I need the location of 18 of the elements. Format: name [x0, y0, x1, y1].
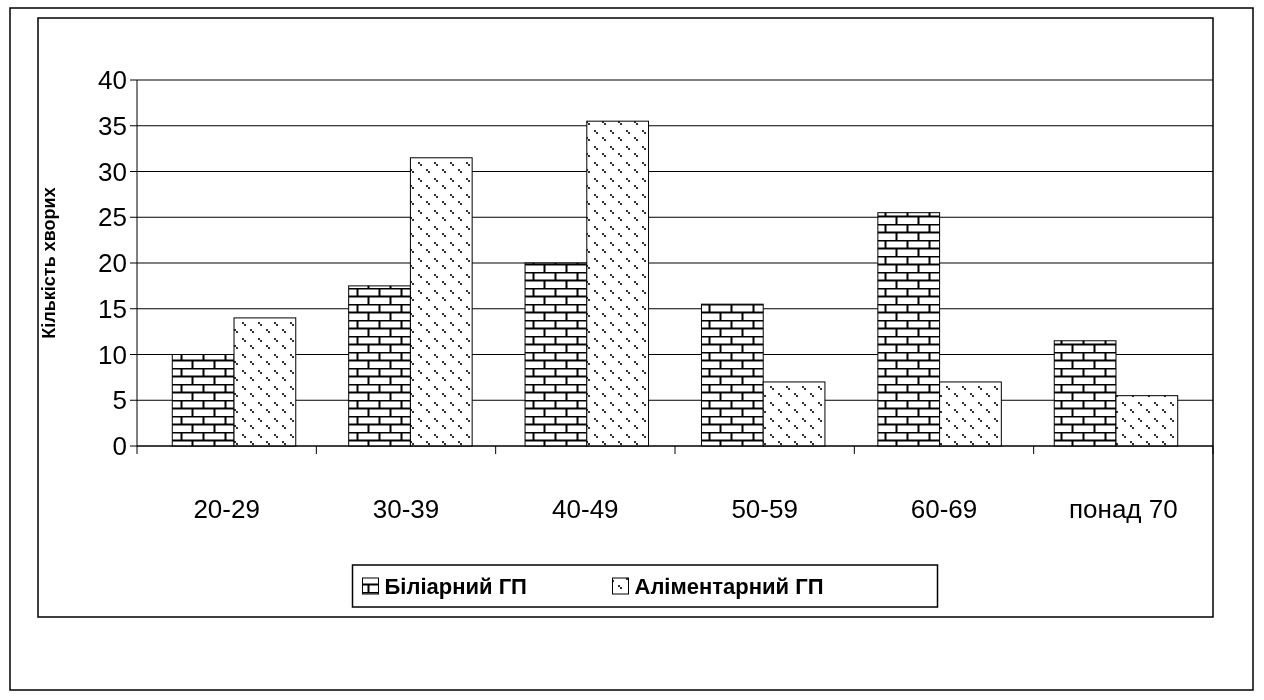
y-tick-label: 30	[98, 156, 127, 187]
x-tick-label: 20-29	[193, 494, 260, 524]
y-tick-label: 0	[112, 431, 127, 462]
legend-label: Аліментарний ГП	[634, 573, 824, 599]
y-tick-label: 10	[98, 339, 127, 370]
x-tick-label: 40-49	[552, 494, 619, 524]
y-tick-label: 15	[98, 293, 127, 324]
x-tick-label: 50-59	[731, 494, 798, 524]
x-tick-label: понад 70	[1069, 494, 1178, 524]
y-tick-label: 20	[98, 248, 127, 279]
y-tick-label: 35	[98, 110, 127, 141]
x-tick-label: 30-39	[372, 494, 440, 524]
y-axis-title: Кількість хворих	[39, 187, 59, 339]
y-tick-label: 25	[98, 202, 127, 233]
y-tick-label: 5	[112, 385, 127, 416]
y-tick-label: 40	[98, 65, 127, 96]
x-tick-label: 60-69	[910, 494, 978, 524]
legend-label: Біліарний ГП	[384, 573, 527, 599]
